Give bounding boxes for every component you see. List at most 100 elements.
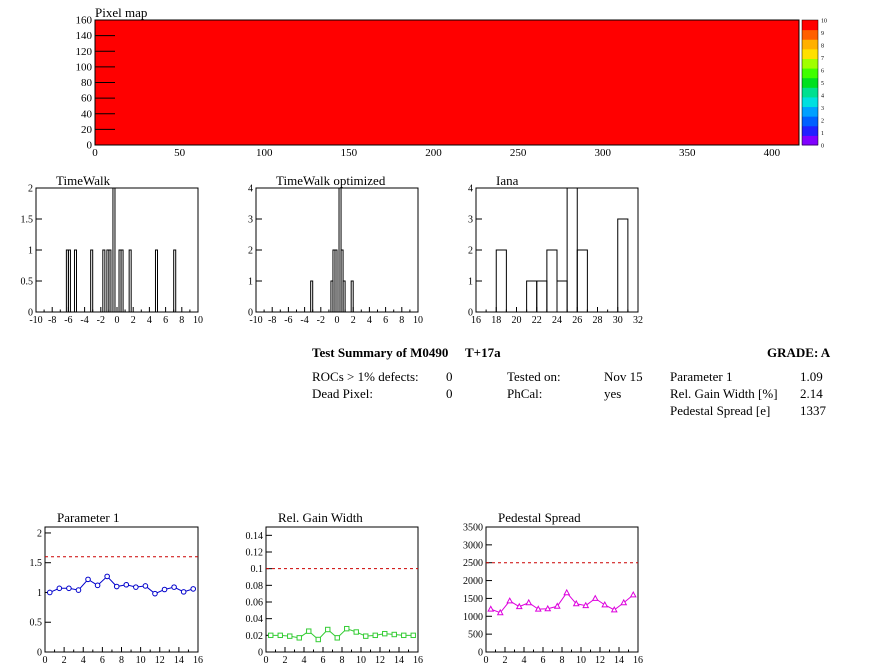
x-tick-label: -4 (80, 315, 88, 326)
histogram-title: TimeWalk (56, 173, 111, 188)
x-tick-label: 14 (174, 655, 184, 666)
y-tick-label: 0.04 (246, 614, 264, 625)
data-point (487, 605, 495, 612)
data-point (287, 633, 293, 639)
histogram-bin (334, 249, 338, 313)
colorbar-label: 4 (821, 94, 824, 100)
data-point (610, 606, 618, 613)
histogram-bin (576, 249, 588, 313)
grade-label: GRADE: A (767, 345, 831, 360)
y-tick-label: 3 (248, 215, 253, 226)
pixel-map-title: Pixel map (95, 5, 147, 20)
x-tick-label: 16 (193, 655, 203, 666)
y-tick-label: 2 (468, 246, 473, 257)
data-point (142, 583, 149, 589)
y-tick-label: 3500 (463, 523, 483, 534)
dead-pixel-label: Dead Pixel: (312, 386, 374, 401)
x-tick-label: 10 (413, 315, 423, 326)
y-tick-label: 0.14 (246, 531, 264, 542)
histogram-bin (526, 280, 538, 313)
y-tick-label: 140 (76, 30, 93, 42)
colorbar-label: 0 (821, 144, 824, 150)
rel-gain-width-value: 2.14 (800, 386, 823, 401)
x-tick-label: 10 (356, 655, 366, 666)
x-tick-label: 2 (351, 315, 356, 326)
data-point (620, 598, 628, 606)
histogram-bin (566, 187, 578, 313)
trend-title: Parameter 1 (57, 510, 119, 525)
x-tick-label: 6 (321, 655, 326, 666)
colorbar-segment (802, 29, 818, 40)
x-tick-label: -10 (249, 315, 262, 326)
x-tick-label: 4 (302, 655, 307, 666)
x-tick-label: 10 (193, 315, 203, 326)
x-tick-label: 2 (283, 655, 288, 666)
y-tick-label: 0.12 (246, 548, 264, 559)
parameter1-value: 1.09 (800, 369, 823, 384)
rel-gain-width-trend-chart: 0 2 4 6 8 10 12 14 16 0 0.02 0.04 0.06 0.08 0.1 0.12 0.1… (246, 510, 424, 666)
y-tick-label: 0.02 (246, 631, 264, 642)
plot-frame (485, 526, 639, 653)
x-tick-label: 8 (119, 655, 124, 666)
y-tick-label: 0 (468, 308, 473, 319)
y-tick-label: 120 (76, 46, 93, 58)
x-tick-label: 0 (115, 315, 120, 326)
y-tick-label: 0.06 (246, 598, 264, 609)
colorbar-label: 9 (821, 31, 824, 37)
data-point (553, 602, 561, 609)
y-tick-label: 0.08 (246, 581, 264, 592)
y-tick-label: 0 (478, 648, 483, 659)
data-point (56, 585, 63, 592)
data-point (525, 598, 533, 606)
colorbar-label: 8 (821, 44, 824, 50)
summary-temperature: T+17a (465, 345, 501, 360)
x-tick-label: 24 (552, 315, 562, 326)
y-tick-label: 0.1 (251, 564, 264, 575)
histogram-bin (546, 249, 558, 313)
parameter1-trend-chart: 0 2 4 6 8 10 12 14 16 0 0.5 1 1.5 2 Parameter 1 (30, 510, 204, 666)
colorbar-segment (802, 125, 818, 136)
data-point (296, 635, 302, 641)
y-tick-label: 500 (468, 630, 483, 641)
x-tick-label: 6 (541, 655, 546, 666)
data-point (572, 599, 580, 607)
x-tick-label: 200 (425, 147, 442, 159)
y-tick-label: 1.5 (30, 558, 43, 569)
x-tick-label: -10 (29, 315, 42, 326)
x-tick-label: 26 (572, 315, 582, 326)
histogram-bin (112, 187, 116, 313)
data-point (515, 602, 523, 610)
histogram-bin (173, 249, 177, 313)
tested-on-label: Tested on: (507, 369, 561, 384)
colorbar-segment (802, 20, 818, 31)
histogram-bin (342, 280, 346, 313)
x-tick-label: 8 (340, 655, 345, 666)
x-tick-label: 10 (576, 655, 586, 666)
dead-pixel-value: 0 (446, 386, 453, 401)
y-tick-label: 80 (81, 77, 93, 89)
histogram-bin (120, 249, 124, 313)
histogram-bin (495, 249, 507, 313)
pedestal-spread-trend-chart: 0 2 4 6 8 10 12 14 16 0 500 1000 1500 2000 2500 3000 350… (463, 510, 643, 666)
y-tick-label: 20 (81, 124, 93, 136)
y-tick-label: 0.5 (21, 277, 34, 288)
x-tick-label: 400 (764, 147, 781, 159)
x-tick-label: -4 (300, 315, 308, 326)
x-tick-label: 12 (375, 655, 385, 666)
data-point (582, 601, 590, 609)
data-point (544, 604, 552, 612)
y-tick-label: 100 (76, 61, 93, 73)
y-tick-label: 40 (81, 108, 93, 120)
x-tick-label: 8 (399, 315, 404, 326)
y-tick-label: 4 (248, 184, 253, 195)
phcal-value: yes (604, 386, 622, 401)
y-tick-label: 2 (28, 184, 33, 195)
y-tick-label: 3000 (463, 540, 483, 551)
x-tick-label: 20 (512, 315, 522, 326)
colorbar-label: 1 (821, 131, 824, 137)
x-tick-label: 0 (92, 147, 98, 159)
data-point (268, 632, 274, 639)
data-point (629, 591, 637, 598)
data-point (334, 635, 340, 641)
